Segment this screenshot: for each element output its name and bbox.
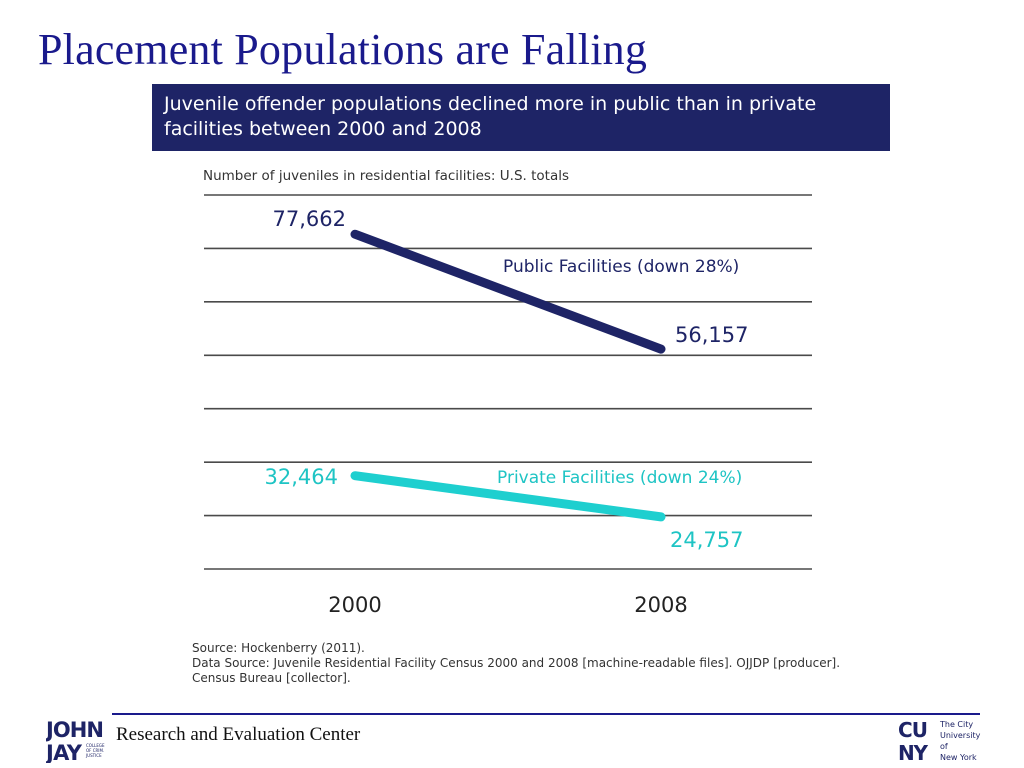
chart-banner: Juvenile offender populations declined m… [152, 84, 890, 151]
line-chart: Number of juveniles in residential facil… [203, 168, 812, 617]
data-label: 56,157 [675, 323, 748, 347]
source-line-3: Census Bureau [collector]. [192, 671, 351, 685]
data-label: 32,464 [265, 465, 338, 489]
chart-title: Number of juveniles in residential facil… [203, 168, 569, 184]
research-center-name: Research and Evaluation Center [116, 724, 361, 745]
page-title: Placement Populations are Falling [38, 25, 648, 74]
data-label: 77,662 [273, 207, 346, 231]
svg-text:JUSTICE: JUSTICE [85, 753, 102, 758]
source-line-2: Data Source: Juvenile Residential Facili… [192, 656, 841, 670]
john-jay-logo: JOHN JAY COLLEGE OF CRIM. JUSTICE [46, 718, 105, 763]
series-label: Private Facilities (down 24%) [497, 468, 742, 488]
series-line [350, 229, 666, 354]
svg-text:CU: CU [898, 718, 928, 742]
svg-text:New York: New York [940, 753, 977, 762]
banner-line-2: facilities between 2000 and 2008 [164, 118, 482, 140]
svg-text:of: of [940, 742, 948, 751]
source-note: Source: Hockenberry (2011). Data Source:… [192, 641, 840, 686]
x-tick-label: 2008 [634, 593, 687, 617]
banner-line-1: Juvenile offender populations declined m… [164, 93, 817, 115]
svg-text:OF CRIM.: OF CRIM. [86, 748, 104, 753]
series-label: Public Facilities (down 28%) [503, 257, 739, 277]
svg-text:COLLEGE: COLLEGE [86, 743, 105, 748]
svg-text:NY: NY [898, 741, 929, 763]
series-line [350, 471, 666, 522]
x-tick-label: 2000 [328, 593, 381, 617]
svg-text:JAY: JAY [46, 741, 83, 763]
footer-divider [112, 713, 980, 715]
data-label: 24,757 [670, 528, 743, 552]
john-jay-logo-text: JOHN [46, 718, 104, 742]
svg-text:The City: The City [939, 720, 973, 729]
svg-text:University: University [940, 731, 981, 740]
cuny-logo: CU NY The City University of New York [898, 718, 981, 763]
source-line-1: Source: Hockenberry (2011). [192, 641, 365, 655]
